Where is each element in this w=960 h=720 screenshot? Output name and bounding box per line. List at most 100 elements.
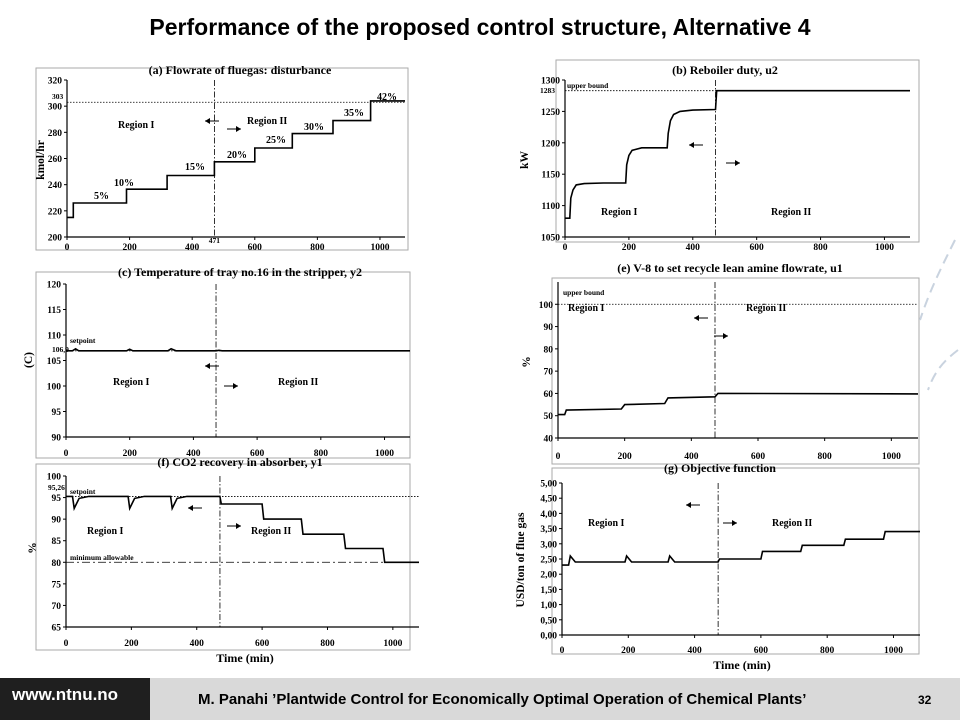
- step-annotation: 30%: [304, 122, 324, 133]
- chart-g: 0 200 400 600 800 1000 0,00 0,50 1,00 1,50 2,00 2,5…: [515, 461, 920, 672]
- chart-title: (e) V-8 to set recycle lean amine flowra…: [617, 261, 843, 275]
- region-label: Region I: [588, 518, 625, 529]
- decorative-dashes: [919, 239, 959, 391]
- step-annotation: 10%: [114, 178, 134, 189]
- x-tick-label: 400: [687, 646, 702, 656]
- y-axis-label: kmol/hr: [35, 140, 47, 180]
- x-tick-label: 0: [64, 449, 69, 459]
- divider-value-label: 471: [209, 236, 221, 245]
- x-tick-label: 0: [65, 243, 70, 253]
- region-label: Region II: [746, 303, 786, 314]
- region-label: Region II: [771, 207, 811, 218]
- x-tick-label: 400: [186, 449, 201, 459]
- region-label: Region I: [568, 303, 605, 314]
- step-annotation: 20%: [227, 150, 247, 161]
- y-tick-label: 0,00: [540, 632, 557, 642]
- x-tick-label: 600: [248, 243, 263, 253]
- region-label: Region I: [113, 377, 150, 388]
- y-tick-label: 40: [544, 435, 554, 445]
- x-tick-label: 0: [64, 639, 69, 649]
- reference-text-label: setpoint: [70, 336, 96, 345]
- series-line: [558, 392, 919, 416]
- x-tick-label: 1000: [884, 646, 903, 656]
- y-tick-label: 85: [52, 537, 62, 547]
- y-tick-label: 5,00: [540, 480, 557, 490]
- x-axis-label: Time (min): [216, 651, 273, 665]
- series-line: [565, 89, 910, 219]
- region-label: Region II: [247, 116, 287, 127]
- y-tick-label: 75: [52, 580, 62, 590]
- x-tick-label: 1000: [383, 639, 402, 649]
- y-tick-label: 1,50: [540, 586, 557, 596]
- reference-text-label: upper bound: [563, 288, 605, 297]
- y-axis-label: (C): [23, 352, 35, 368]
- y-tick-label: 1300: [541, 77, 560, 87]
- y-tick-label: 95: [52, 408, 62, 418]
- chart-title: (a) Flowrate of fluegas: disturbance: [149, 63, 332, 77]
- x-tick-label: 1000: [882, 452, 901, 462]
- x-tick-label: 200: [123, 449, 138, 459]
- y-tick-label: 90: [52, 516, 62, 526]
- region-arrow-head: [694, 315, 699, 321]
- chart-e: 0 200 400 600 800 1000 40 50 60 70 80 90 100 (e) V-8 …: [521, 261, 920, 465]
- step-annotation: 15%: [185, 162, 205, 173]
- x-tick-label: 200: [124, 639, 139, 649]
- region-arrow-head: [732, 520, 737, 526]
- y-tick-label: 80: [544, 345, 554, 355]
- y-tick-label: 4,00: [540, 510, 557, 520]
- x-tick-label: 800: [310, 243, 325, 253]
- y-tick-label: 60: [544, 390, 554, 400]
- y-tick-label: 220: [48, 207, 63, 217]
- reference-text-label: upper bound: [567, 81, 609, 90]
- region-label: Region I: [118, 120, 155, 131]
- y-tick-label: 3,00: [540, 540, 557, 550]
- series-line: [562, 530, 920, 566]
- x-tick-label: 1000: [370, 243, 389, 253]
- y-tick-label: 80: [52, 559, 62, 569]
- region-label: Region II: [251, 526, 291, 537]
- reference-value-label: 303: [52, 92, 64, 101]
- footer-caption: M. Panahi ’Plantwide Control for Economi…: [198, 691, 807, 708]
- region-label: Region II: [772, 518, 812, 529]
- step-annotation: 25%: [266, 135, 286, 146]
- x-tick-label: 600: [751, 452, 766, 462]
- y-axis-label: kW: [519, 151, 531, 169]
- y-tick-label: 240: [48, 181, 63, 191]
- x-tick-label: 800: [320, 639, 335, 649]
- region-arrow-head: [689, 142, 694, 148]
- region-label: Region I: [601, 207, 638, 218]
- region-arrow-head: [233, 383, 238, 389]
- slide-title: Performance of the proposed control stru…: [149, 14, 811, 40]
- x-tick-label: 200: [621, 646, 636, 656]
- y-tick-label: 100: [47, 473, 62, 483]
- page-number: 32: [918, 693, 932, 707]
- y-tick-label: 70: [52, 602, 62, 612]
- step-annotation: 35%: [344, 108, 364, 119]
- y-tick-label: 300: [48, 103, 63, 113]
- footer-url[interactable]: www.ntnu.no: [12, 685, 119, 704]
- x-tick-label: 600: [255, 639, 270, 649]
- series-line: [67, 100, 405, 219]
- region-arrow-head: [723, 333, 728, 339]
- y-tick-label: 50: [544, 412, 554, 422]
- y-tick-label: 65: [52, 624, 62, 634]
- y-tick-label: 260: [48, 155, 63, 165]
- y-tick-label: 0,50: [540, 616, 557, 626]
- x-tick-label: 800: [820, 646, 835, 656]
- y-tick-label: 110: [47, 332, 61, 342]
- y-tick-label: 1050: [541, 234, 560, 244]
- reference-value-label: 1283: [540, 86, 555, 95]
- chart-frame: [551, 277, 920, 465]
- x-tick-label: 400: [185, 243, 200, 253]
- x-tick-label: 800: [818, 452, 833, 462]
- x-tick-label: 1000: [375, 449, 394, 459]
- region-arrow-head: [236, 126, 241, 132]
- footer-bar: www.ntnu.no M. Panahi ’Plantwide Control…: [0, 678, 960, 720]
- y-tick-label: 4,50: [540, 495, 557, 505]
- y-tick-label: 1,00: [540, 601, 557, 611]
- y-tick-label: 70: [544, 368, 554, 378]
- y-tick-label: 1150: [542, 171, 561, 181]
- x-tick-label: 200: [618, 452, 633, 462]
- y-axis-label: %: [27, 542, 39, 554]
